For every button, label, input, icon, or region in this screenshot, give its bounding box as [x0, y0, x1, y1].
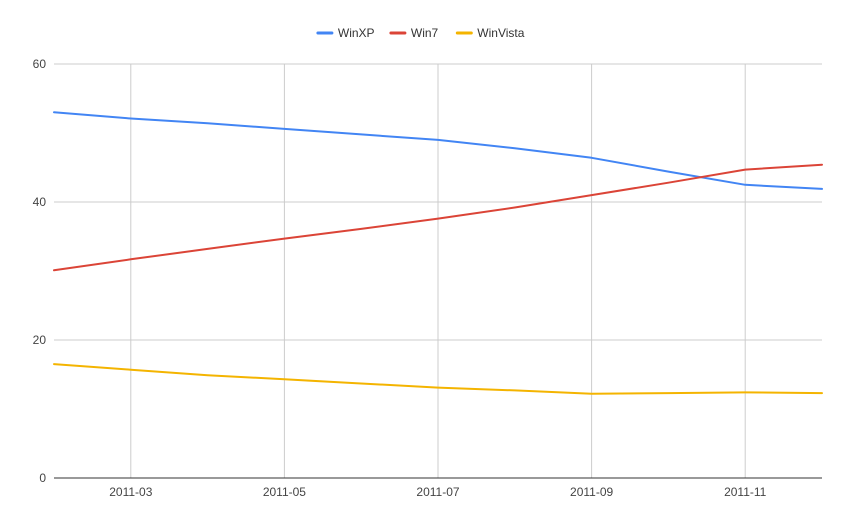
legend-item-winxp[interactable]: WinXP [316, 26, 375, 40]
legend-label: WinXP [338, 26, 375, 40]
legend[interactable]: WinXP Win7 WinVista [316, 26, 525, 40]
legend-item-win7[interactable]: Win7 [389, 26, 439, 40]
series-lines [53, 111, 823, 395]
legend-label: Win7 [411, 26, 439, 40]
x-tick-label: 2011-07 [416, 485, 459, 499]
series-line-winvista [53, 363, 823, 395]
x-tick-label: 2011-11 [724, 485, 767, 499]
y-tick-label: 20 [33, 333, 47, 347]
legend-item-winvista[interactable]: WinVista [455, 26, 525, 40]
x-tick-label: 2011-09 [570, 485, 613, 499]
legend-label: WinVista [477, 26, 524, 40]
x-tick-label: 2011-05 [263, 485, 306, 499]
series-line-winxp [53, 111, 823, 190]
axes: 0 20 40 60 2011-03 2011-05 2011-07 2011-09 2011-… [33, 57, 822, 499]
series-line-win7 [53, 163, 823, 272]
x-tick-label: 2011-03 [109, 485, 152, 499]
y-tick-label: 40 [33, 195, 47, 209]
y-tick-label: 0 [39, 471, 46, 485]
grid [54, 63, 822, 478]
y-tick-label: 60 [33, 57, 47, 71]
